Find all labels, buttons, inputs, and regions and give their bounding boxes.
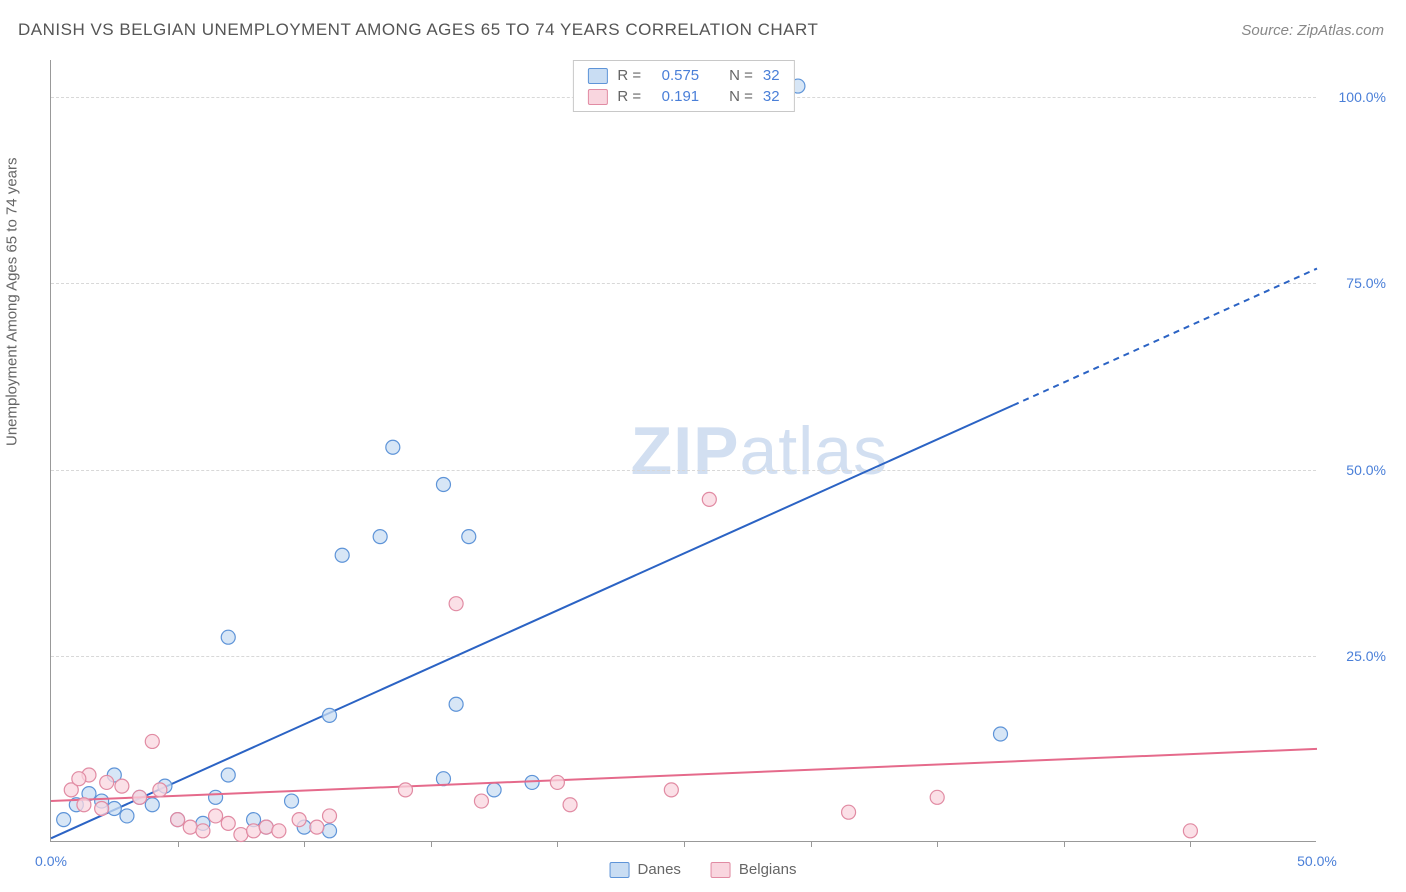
trend-line bbox=[51, 749, 1317, 801]
data-point bbox=[221, 630, 235, 644]
legend-swatch bbox=[587, 68, 607, 84]
legend-swatch bbox=[711, 862, 731, 878]
series-legend: Danes Belgians bbox=[610, 861, 797, 878]
data-point bbox=[196, 824, 210, 838]
n-label: N = bbox=[729, 88, 753, 105]
data-point bbox=[57, 813, 71, 827]
data-point bbox=[664, 783, 678, 797]
scatter-plot-svg bbox=[51, 60, 1316, 841]
data-point bbox=[323, 809, 337, 823]
x-tick bbox=[1190, 841, 1191, 847]
r-value: 0.191 bbox=[651, 88, 699, 105]
data-point bbox=[221, 816, 235, 830]
y-tick-label: 25.0% bbox=[1346, 648, 1386, 664]
data-point bbox=[145, 734, 159, 748]
data-point bbox=[209, 809, 223, 823]
legend-swatch bbox=[587, 89, 607, 105]
data-point bbox=[930, 790, 944, 804]
data-point bbox=[72, 772, 86, 786]
legend-stat-row: R = 0.575 N = 32 bbox=[587, 65, 779, 86]
source-prefix: Source: bbox=[1241, 22, 1297, 39]
r-label: R = bbox=[617, 88, 641, 105]
n-value: 32 bbox=[763, 67, 780, 84]
data-point bbox=[77, 798, 91, 812]
correlation-legend: R = 0.575 N = 32 R = 0.191 N = 32 bbox=[572, 60, 794, 112]
data-point bbox=[259, 820, 273, 834]
data-point bbox=[373, 530, 387, 544]
data-point bbox=[323, 824, 337, 838]
data-point bbox=[462, 530, 476, 544]
data-point bbox=[234, 828, 248, 842]
x-tick bbox=[304, 841, 305, 847]
data-point bbox=[95, 801, 109, 815]
data-point bbox=[842, 805, 856, 819]
data-point bbox=[153, 783, 167, 797]
legend-swatch bbox=[610, 862, 630, 878]
x-tick bbox=[1064, 841, 1065, 847]
r-label: R = bbox=[617, 67, 641, 84]
data-point bbox=[221, 768, 235, 782]
x-tick bbox=[684, 841, 685, 847]
n-label: N = bbox=[729, 67, 753, 84]
x-tick bbox=[557, 841, 558, 847]
data-point bbox=[436, 772, 450, 786]
data-point bbox=[107, 801, 121, 815]
trend-line bbox=[51, 405, 1013, 838]
x-tick bbox=[178, 841, 179, 847]
data-point bbox=[702, 492, 716, 506]
x-tick bbox=[937, 841, 938, 847]
data-point bbox=[100, 775, 114, 789]
plot-area: ZIPatlas R =0.575N =32R =0.191N =32 25.0… bbox=[50, 60, 1316, 842]
data-point bbox=[272, 824, 286, 838]
data-point bbox=[247, 824, 261, 838]
data-point bbox=[145, 798, 159, 812]
legend-series-item: Danes bbox=[610, 861, 681, 878]
chart-container: DANISH VS BELGIAN UNEMPLOYMENT AMONG AGE… bbox=[0, 0, 1406, 892]
data-point bbox=[285, 794, 299, 808]
data-point bbox=[310, 820, 324, 834]
data-point bbox=[171, 813, 185, 827]
r-value: 0.575 bbox=[651, 67, 699, 84]
legend-series-item: Belgians bbox=[711, 861, 797, 878]
legend-series-label: Belgians bbox=[739, 861, 797, 878]
data-point bbox=[550, 775, 564, 789]
x-tick-label: 50.0% bbox=[1297, 853, 1337, 869]
y-tick-label: 50.0% bbox=[1346, 462, 1386, 478]
x-tick-label: 0.0% bbox=[35, 853, 67, 869]
legend-series-label: Danes bbox=[638, 861, 681, 878]
data-point bbox=[120, 809, 134, 823]
data-point bbox=[449, 597, 463, 611]
y-tick-label: 100.0% bbox=[1339, 89, 1386, 105]
data-point bbox=[474, 794, 488, 808]
n-value: 32 bbox=[763, 88, 780, 105]
x-tick bbox=[431, 841, 432, 847]
data-point bbox=[563, 798, 577, 812]
x-tick bbox=[811, 841, 812, 847]
data-point bbox=[335, 548, 349, 562]
data-point bbox=[1183, 824, 1197, 838]
trend-line-extrapolated bbox=[1013, 269, 1317, 406]
chart-title: DANISH VS BELGIAN UNEMPLOYMENT AMONG AGE… bbox=[18, 20, 818, 40]
y-tick-label: 75.0% bbox=[1346, 275, 1386, 291]
data-point bbox=[292, 813, 306, 827]
legend-stat-row: R = 0.191 N = 32 bbox=[587, 86, 779, 107]
data-point bbox=[487, 783, 501, 797]
source-name: ZipAtlas.com bbox=[1297, 22, 1384, 39]
data-point bbox=[183, 820, 197, 834]
data-point bbox=[209, 790, 223, 804]
data-point bbox=[323, 708, 337, 722]
y-axis-label: Unemployment Among Ages 65 to 74 years bbox=[4, 157, 21, 446]
data-point bbox=[133, 790, 147, 804]
data-point bbox=[436, 478, 450, 492]
data-point bbox=[994, 727, 1008, 741]
data-point bbox=[115, 779, 129, 793]
data-point bbox=[386, 440, 400, 454]
data-point bbox=[398, 783, 412, 797]
data-point bbox=[449, 697, 463, 711]
source-attribution: Source: ZipAtlas.com bbox=[1241, 22, 1384, 39]
